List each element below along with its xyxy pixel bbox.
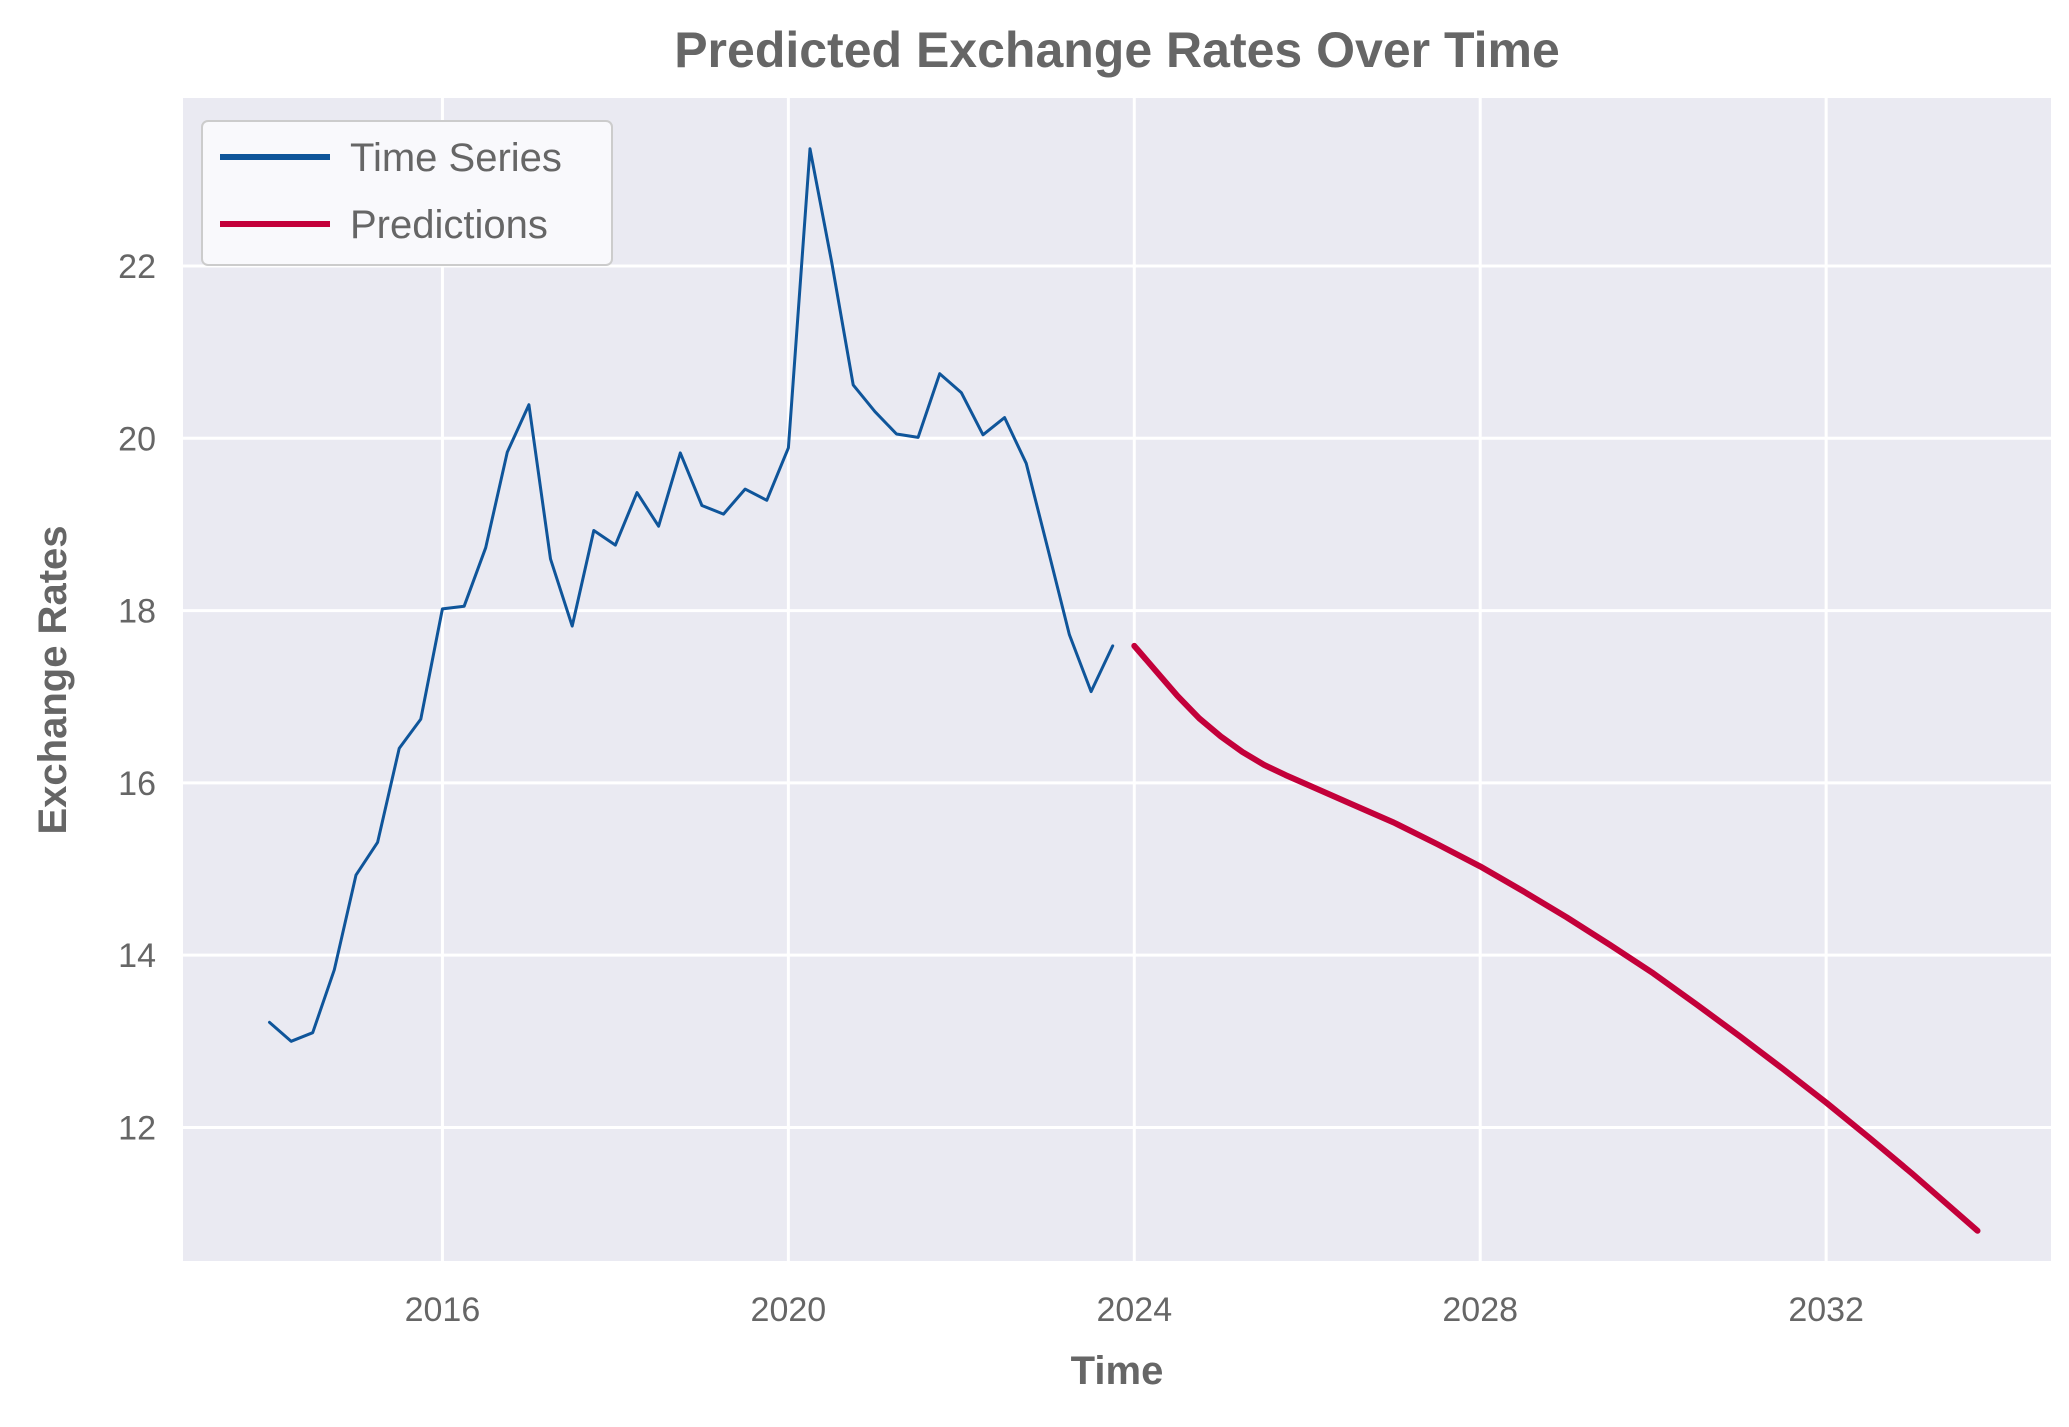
y-tick-label: 14 [118,937,156,975]
y-tick-label: 18 [118,593,156,631]
y-tick-label: 22 [118,248,156,286]
x-axis-ticks: 2016 2020 2024 2028 2032 [405,1291,1864,1329]
legend: Time Series Predictions [201,120,613,266]
x-tick-label: 2032 [1788,1291,1864,1329]
plot-background [183,98,2051,1261]
legend-label-time-series: Time Series [350,136,562,180]
chart-title: Predicted Exchange Rates Over Time [674,22,1560,78]
y-tick-label: 16 [118,765,156,803]
x-tick-label: 2024 [1096,1291,1172,1329]
predictions-line [1131,642,1981,1234]
x-axis-title: Time [1071,1349,1164,1393]
series-lines [268,147,1981,1234]
x-tick-label: 2028 [1442,1291,1518,1329]
x-tick-label: 2020 [751,1291,827,1329]
x-tick-label: 2016 [405,1291,481,1329]
y-tick-label: 12 [118,1109,156,1147]
y-axis-title: Exchange Rates [31,525,75,834]
time-series-line [268,147,1115,1043]
y-axis-ticks: 12 14 16 18 20 22 [118,248,156,1147]
legend-label-predictions: Predictions [350,203,548,247]
y-tick-label: 20 [118,420,156,458]
